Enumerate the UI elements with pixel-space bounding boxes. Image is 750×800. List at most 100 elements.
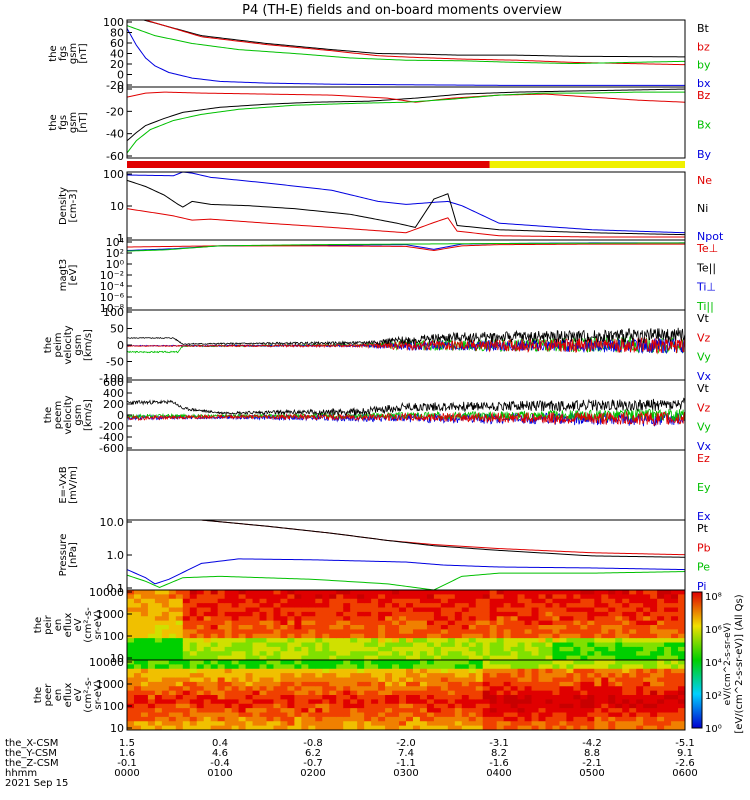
y-tick-label: 10 xyxy=(110,652,124,665)
spectro-cell xyxy=(426,677,435,683)
spectro-cell xyxy=(336,703,344,709)
spectro-cell xyxy=(559,642,568,648)
spectro-cell xyxy=(468,625,477,630)
spectro-cell xyxy=(182,620,191,626)
axis-row-label: hhmm xyxy=(5,768,37,779)
spectro-cell xyxy=(643,620,651,626)
spectro-cell xyxy=(573,712,581,718)
spectro-cell xyxy=(517,598,526,604)
spectro-cell xyxy=(266,673,275,679)
spectro-cell xyxy=(531,646,540,652)
spectro-cell xyxy=(238,603,247,609)
spectro-cell xyxy=(678,677,685,683)
spectro-cell xyxy=(643,598,651,604)
spectro-cell xyxy=(447,668,456,674)
spectro-cell xyxy=(503,690,512,696)
spectro-cell xyxy=(559,668,568,674)
spectro-cell xyxy=(657,611,665,617)
spectro-cell xyxy=(531,725,540,730)
spectro-cell xyxy=(664,594,672,600)
spectro-cell xyxy=(524,620,533,626)
spectro-cell xyxy=(503,677,512,683)
spectro-cell xyxy=(168,660,177,665)
axis-row-label: the_X-CSM xyxy=(5,738,58,749)
spectro-cell xyxy=(643,603,651,609)
spectro-cell xyxy=(147,620,156,626)
spectro-cell xyxy=(433,598,442,604)
spectro-cell xyxy=(154,620,163,626)
spectro-cell xyxy=(524,703,533,709)
y-axis-label-line: [km/s] xyxy=(83,399,94,431)
spectro-cell xyxy=(517,646,526,652)
spectro-cell xyxy=(419,655,428,660)
spectro-cell xyxy=(378,695,386,700)
spectro-cell xyxy=(385,611,393,617)
spectro-cell xyxy=(587,607,595,613)
spectro-cell xyxy=(196,695,205,700)
spectro-cell xyxy=(559,603,568,609)
spectro-cell xyxy=(671,664,679,670)
spectro-cell xyxy=(147,721,156,727)
spectro-cell xyxy=(426,642,435,648)
spectro-cell xyxy=(294,721,302,727)
spectro-cell xyxy=(189,703,198,709)
legend-Pe: Pe xyxy=(697,561,710,574)
spectro-cell xyxy=(594,638,602,644)
spectro-cell xyxy=(161,712,170,718)
spectro-cell xyxy=(496,660,505,665)
spectro-cell xyxy=(454,638,463,644)
spectro-cell xyxy=(657,677,665,683)
spectro-cell xyxy=(419,625,428,630)
spectro-cell xyxy=(545,594,554,600)
spectro-cell xyxy=(489,699,498,705)
spectro-cell xyxy=(127,603,135,609)
spectro-cell xyxy=(385,651,393,657)
spectro-cell xyxy=(664,655,672,660)
spectro-cell xyxy=(433,668,442,674)
spectro-cell xyxy=(287,620,295,626)
y-axis-label-line: velocity xyxy=(63,395,74,434)
spectro-cell xyxy=(266,712,275,718)
spectro-cell xyxy=(587,598,595,604)
spectro-cell xyxy=(273,616,282,622)
spectro-cell xyxy=(615,673,623,679)
spectro-cell xyxy=(517,655,526,660)
spectro-cell xyxy=(238,611,247,617)
spectro-cell xyxy=(461,616,470,622)
spectro-cell xyxy=(440,607,449,613)
spectro-cell xyxy=(531,660,540,665)
spectro-cell xyxy=(287,590,295,595)
spectro-cell xyxy=(608,681,616,687)
spectro-cell xyxy=(671,646,679,652)
spectro-cell xyxy=(496,690,505,696)
spectro-cell xyxy=(315,686,323,692)
spectro-cell xyxy=(510,629,519,635)
spectro-cell xyxy=(510,725,519,730)
spectro-cell xyxy=(608,642,616,648)
spectro-cell xyxy=(664,686,672,692)
status-bar-red xyxy=(127,161,490,168)
spectro-cell xyxy=(147,695,156,700)
spectro-cell xyxy=(168,594,177,600)
spectro-cell xyxy=(538,611,547,617)
spectro-cell xyxy=(217,638,226,644)
spectro-cell xyxy=(371,638,379,644)
spectro-cell xyxy=(468,655,477,660)
spectro-cell xyxy=(203,598,212,604)
spectro-cell xyxy=(454,598,463,604)
spectro-cell xyxy=(343,655,351,660)
spectro-cell xyxy=(343,668,351,674)
spectro-cell xyxy=(336,633,344,639)
spectro-cell xyxy=(392,703,400,709)
spectro-cell xyxy=(252,651,261,657)
spectro-cell xyxy=(650,625,658,630)
spectro-cell xyxy=(447,695,456,700)
spectro-cell xyxy=(517,620,526,626)
axis-row-value: 0200 xyxy=(300,768,325,779)
spectro-cell xyxy=(252,620,261,626)
spectro-cell xyxy=(238,664,247,670)
spectro-cell xyxy=(196,625,205,630)
spectro-cell xyxy=(154,668,163,674)
spectro-cell xyxy=(343,611,351,617)
y-axis-label-line: the xyxy=(43,337,54,353)
